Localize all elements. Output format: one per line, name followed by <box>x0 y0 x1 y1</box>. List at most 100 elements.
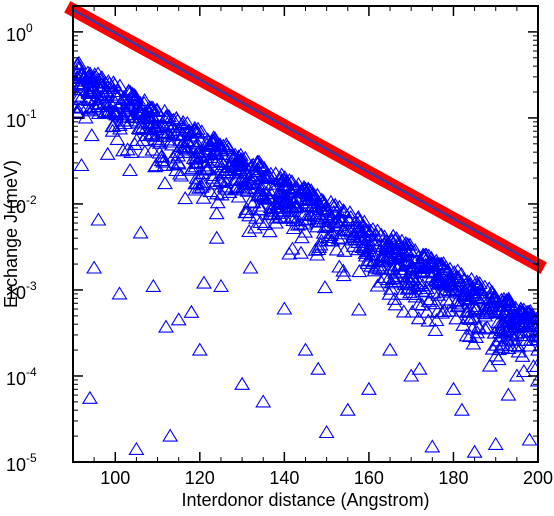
data-point-triangle <box>174 116 191 131</box>
data-point-triangle <box>301 207 318 221</box>
data-point-triangle <box>425 258 441 272</box>
data-point-triangle <box>186 122 203 136</box>
data-point-triangle <box>172 166 188 180</box>
data-point-triangle <box>198 162 215 176</box>
data-point-triangle <box>149 102 166 116</box>
data-point-triangle <box>495 315 512 329</box>
data-point-triangle <box>206 130 223 145</box>
data-point-triangle <box>288 213 305 227</box>
data-point-triangle <box>230 154 247 168</box>
data-point-triangle <box>73 99 84 113</box>
data-point-triangle <box>267 215 284 229</box>
data-point-triangle <box>521 432 538 446</box>
data-point-triangle <box>488 337 505 351</box>
data-point-triangle <box>514 348 531 362</box>
data-point-triangle <box>478 305 495 319</box>
y-tick-label: 10-1 <box>6 107 37 131</box>
data-point-triangle <box>147 128 164 142</box>
data-point-triangle <box>350 242 367 256</box>
data-point-triangle <box>382 261 399 275</box>
data-point-triangle <box>331 217 348 231</box>
data-point-triangle <box>459 304 476 318</box>
data-point-triangle <box>188 170 205 184</box>
data-point-triangle <box>467 301 484 315</box>
data-point-triangle <box>373 274 389 288</box>
x-tick-labels: 100 120 140 160 180 200 <box>100 468 553 488</box>
data-point-triangle <box>264 206 281 220</box>
data-point-triangle <box>238 165 255 179</box>
x-axis-label: Interdonor distance (Angstrom) <box>181 490 429 510</box>
data-point-triangle <box>145 278 162 292</box>
data-point-triangle <box>248 210 265 224</box>
data-point-triangle <box>217 174 234 189</box>
data-point-triangle <box>145 103 162 118</box>
data-point-triangle <box>132 225 149 239</box>
x-tick-label: 120 <box>185 468 215 488</box>
data-point-triangle <box>319 229 336 243</box>
data-point-triangle <box>503 326 519 340</box>
data-point-triangle <box>410 311 427 325</box>
data-point-triangle <box>350 302 367 316</box>
data-point-triangle <box>435 255 452 270</box>
data-point-triangle <box>305 197 322 212</box>
scatter-points <box>73 55 538 458</box>
data-point-triangle <box>404 304 421 318</box>
data-point-triangle <box>445 381 462 395</box>
data-point-triangle <box>212 173 228 187</box>
data-point-triangle <box>160 108 177 122</box>
data-point-triangle <box>330 231 347 245</box>
data-point-triangle <box>107 103 123 117</box>
data-point-triangle <box>285 220 302 235</box>
data-point-triangle <box>398 252 414 266</box>
data-point-triangle <box>124 86 141 100</box>
data-point-triangle <box>237 205 254 219</box>
data-point-triangle <box>400 245 417 259</box>
data-point-triangle <box>453 402 470 416</box>
data-point-triangle <box>381 286 398 300</box>
data-point-triangle <box>289 199 306 213</box>
data-point-triangle <box>281 246 298 260</box>
data-point-triangle <box>286 184 303 199</box>
data-point-triangle <box>258 168 274 182</box>
data-point-triangle <box>205 130 222 144</box>
data-point-triangle <box>73 73 84 87</box>
data-point-triangle <box>120 83 137 97</box>
data-point-triangle <box>234 376 251 390</box>
data-point-triangle <box>494 339 511 353</box>
data-point-triangle <box>148 158 165 172</box>
data-point-triangle <box>276 301 293 315</box>
data-point-triangle <box>149 118 166 132</box>
data-point-triangle <box>411 361 428 375</box>
data-point-triangle <box>351 264 368 278</box>
data-point-triangle <box>251 158 268 172</box>
data-point-triangle <box>263 203 279 217</box>
data-point-triangle <box>187 176 204 190</box>
data-point-triangle <box>493 322 510 336</box>
data-point-triangle <box>387 232 403 246</box>
data-point-triangle <box>241 180 258 194</box>
data-point-triangle <box>177 191 194 205</box>
data-point-triangle <box>99 146 116 160</box>
data-point-triangle <box>151 145 168 159</box>
data-point-triangle <box>251 183 268 197</box>
data-point-triangle <box>470 319 487 333</box>
data-point-triangle <box>361 252 378 266</box>
data-point-triangle <box>73 55 87 69</box>
data-point-triangle <box>498 330 515 344</box>
data-point-triangle <box>126 136 143 150</box>
data-point-triangle <box>466 444 483 458</box>
data-point-triangle <box>345 226 362 240</box>
data-point-triangle <box>357 245 374 259</box>
data-point-triangle <box>248 155 265 169</box>
data-point-triangle <box>79 82 96 96</box>
data-point-triangle <box>387 245 404 259</box>
data-point-triangle <box>283 198 300 213</box>
data-point-triangle <box>405 277 422 291</box>
data-point-triangle <box>468 329 484 343</box>
data-point-triangle <box>228 172 245 187</box>
data-point-triangle <box>83 128 100 142</box>
y-tick-label: 100 <box>6 21 33 45</box>
data-point-triangle <box>468 301 485 315</box>
data-point-triangle <box>296 179 312 193</box>
data-point-triangle <box>487 436 504 450</box>
